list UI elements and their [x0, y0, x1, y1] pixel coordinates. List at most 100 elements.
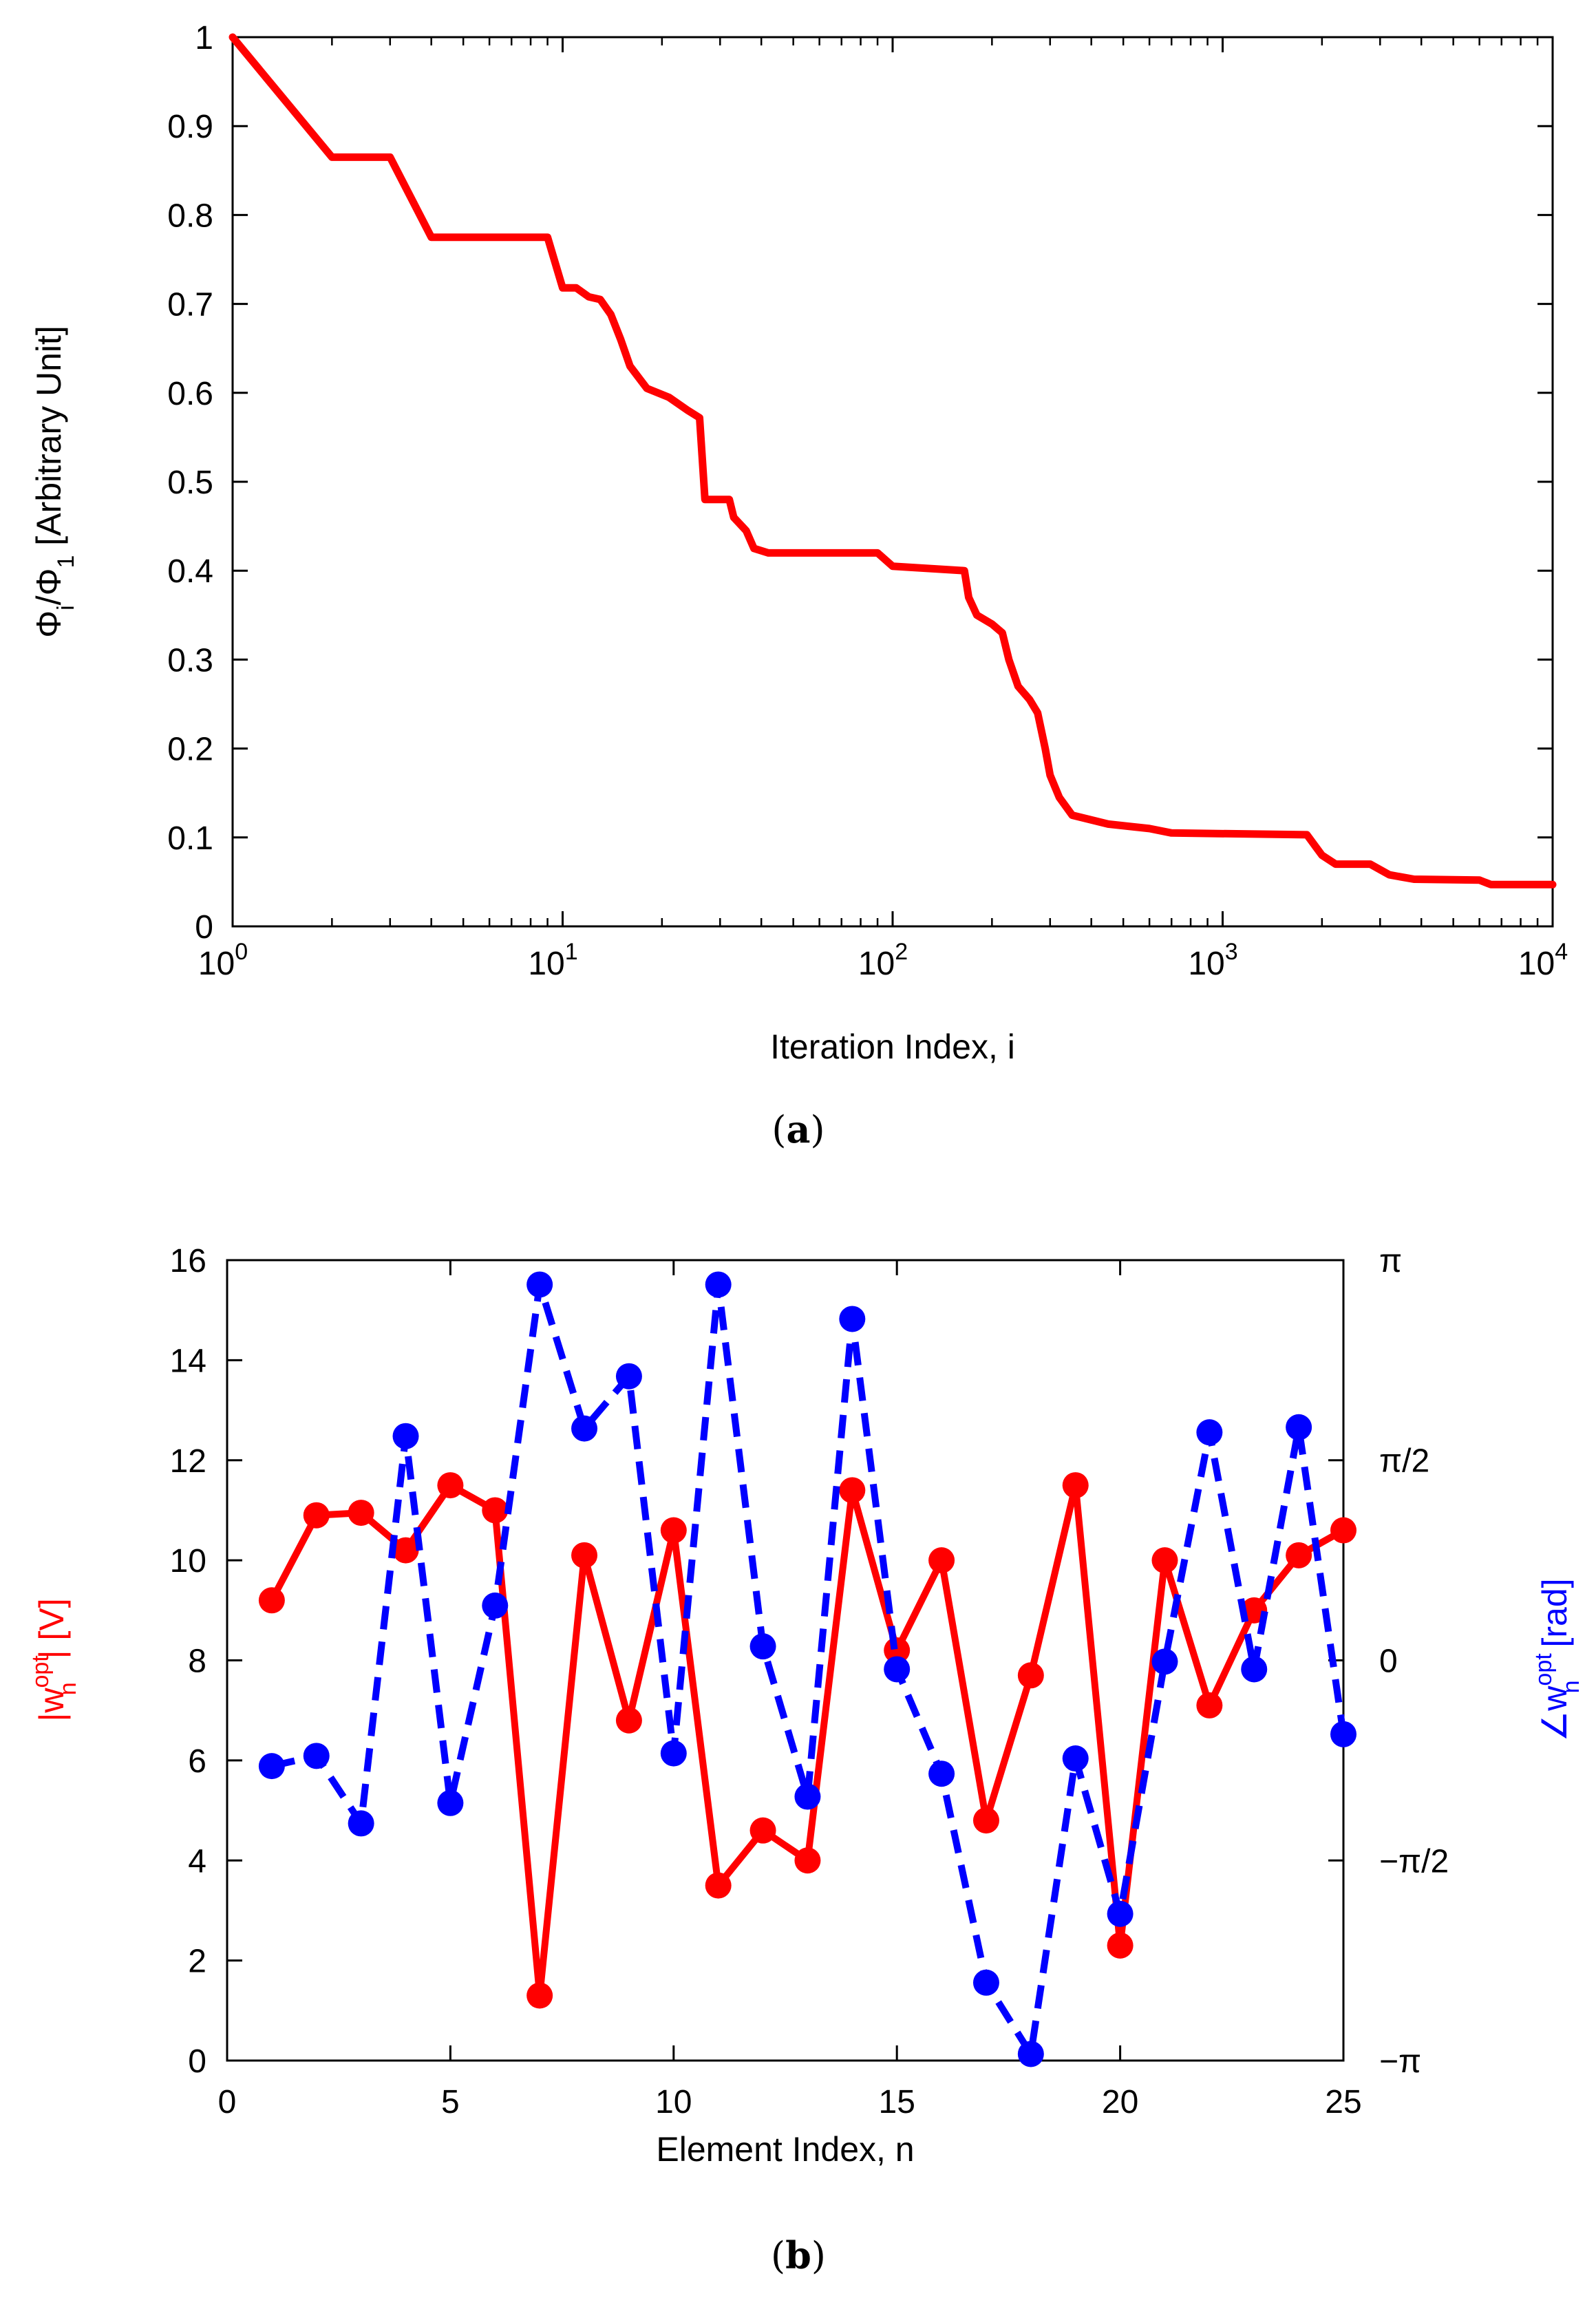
chart-b-y2-label: ∠woptn [rad] — [1531, 1578, 1584, 1741]
y-tick-label: 0.5 — [167, 465, 213, 501]
x-tick-exponent: 3 — [1225, 939, 1238, 965]
y2-tick-label: −π/2 — [1379, 1843, 1449, 1880]
chart-a-caption: (a) — [772, 1107, 824, 1151]
series-point-phase — [437, 1789, 464, 1816]
series-point-magnitude — [437, 1472, 464, 1499]
series-point-phase — [705, 1271, 732, 1298]
chart-b-y-label: |woptn| [V] — [28, 1598, 81, 1721]
series-point-magnitude — [705, 1872, 732, 1899]
series-point-magnitude — [615, 1707, 642, 1734]
x-tick-base: 10 — [198, 946, 235, 982]
x-tick-base: 10 — [858, 946, 895, 982]
y-tick-label: 0.6 — [167, 376, 213, 412]
series-point-magnitude — [1062, 1472, 1089, 1499]
y-tick-label: 0.9 — [167, 109, 213, 145]
y-tick-label: 2 — [188, 1944, 206, 1980]
series-point-magnitude — [794, 1847, 821, 1874]
chart-b-series — [258, 1271, 1356, 2067]
y2-tick-label: 0 — [1379, 1643, 1398, 1680]
series-point-phase — [1196, 1419, 1223, 1446]
x-tick-label: 15 — [879, 2084, 915, 2120]
x-tick-label: 102 — [858, 939, 908, 982]
series-line-phi-ratio — [228, 33, 1557, 889]
series-point-phase — [884, 1656, 911, 1683]
y2-tick-label: −π — [1379, 2043, 1421, 2080]
chart-b-x-label: Element Index, n — [656, 2130, 914, 2169]
y-tick-label: 0.4 — [167, 553, 213, 590]
series-point-phase — [348, 1810, 374, 1837]
series-point-phase — [749, 1633, 776, 1660]
series-point-phase — [660, 1740, 687, 1767]
x-tick-exponent: 0 — [235, 939, 248, 965]
series-point-phase — [392, 1423, 419, 1449]
series-point-phase — [928, 1760, 955, 1787]
series-point-magnitude — [571, 1542, 598, 1568]
x-tick-exponent: 4 — [1555, 939, 1568, 965]
chart-a: 00.10.20.30.40.50.60.70.80.91 100 101 102 1… — [30, 20, 1568, 1151]
series-point-magnitude — [348, 1500, 374, 1526]
x-tick-label: 101 — [528, 939, 577, 982]
series-point-phase — [615, 1363, 642, 1390]
chart-b: 0 2 4 6 8 10 12 14 16 π π/2 0 −π/2 −π 0 5 10 15 20 25 Ele… — [28, 1243, 1584, 2277]
series-point-phase — [303, 1743, 330, 1769]
series-point-magnitude — [526, 1982, 553, 2009]
chart-a-x-label: Iteration Index, i — [770, 1028, 1015, 1066]
y-tick-label: 1 — [195, 20, 213, 56]
series-point-phase — [1241, 1656, 1268, 1683]
y-tick-label: 0 — [188, 2043, 206, 2080]
x-tick-label: 25 — [1325, 2084, 1361, 2120]
x-tick-label: 104 — [1518, 939, 1568, 982]
series-point-phase — [794, 1783, 821, 1810]
series-point-magnitude — [303, 1502, 330, 1529]
series-point-phase — [526, 1271, 553, 1298]
series-point-phase — [1151, 1648, 1178, 1675]
y-tick-label: 0.1 — [167, 820, 213, 857]
y-tick-label: 0.7 — [167, 287, 213, 323]
chart-a-y-label: Φi/Φ1 [Arbitrary Unit] — [30, 326, 79, 638]
y2-tick-label: π — [1379, 1243, 1402, 1279]
chart-b-y-ticks: 0 2 4 6 8 10 12 14 16 — [170, 1243, 242, 2080]
series-point-magnitude — [972, 1807, 999, 1834]
y-tick-label: 14 — [170, 1343, 206, 1379]
y-tick-label: 0.2 — [167, 732, 213, 768]
y-tick-label: 10 — [170, 1543, 206, 1579]
y2-tick-label: π/2 — [1379, 1443, 1429, 1480]
chart-a-frame — [231, 36, 1554, 928]
series-point-phase — [258, 1753, 285, 1780]
x-tick-exponent: 2 — [895, 939, 908, 965]
series-point-phase — [1107, 1900, 1134, 1927]
chart-b-caption: (b) — [771, 2233, 826, 2277]
series-point-magnitude — [1151, 1547, 1178, 1574]
chart-a-series — [228, 33, 1557, 889]
y-tick-label: 0 — [195, 909, 213, 946]
series-point-phase — [1017, 2041, 1044, 2067]
series-point-magnitude — [1330, 1517, 1356, 1544]
series-point-magnitude — [660, 1517, 687, 1544]
x-tick-label: 20 — [1102, 2084, 1138, 2120]
y-tick-label: 4 — [188, 1843, 206, 1880]
chart-a-x-ticks: 100 101 102 103 104 — [198, 37, 1568, 982]
series-point-phase — [972, 1969, 999, 1996]
series-point-magnitude — [1017, 1662, 1044, 1689]
y-tick-label: 12 — [170, 1443, 206, 1480]
series-point-magnitude — [1107, 1932, 1134, 1959]
y-tick-label: 16 — [170, 1243, 206, 1279]
series-point-magnitude — [928, 1547, 955, 1574]
series-point-phase — [839, 1306, 866, 1332]
chart-b-y2-ticks: π π/2 0 −π/2 −π — [1328, 1243, 1449, 2080]
series-point-magnitude — [749, 1817, 776, 1844]
y-tick-label: 0.8 — [167, 198, 213, 234]
series-point-phase — [1330, 1721, 1356, 1747]
series-point-phase — [1062, 1745, 1089, 1772]
chart-a-y-ticks: 0 0.1 0.2 0.3 0.4 0.5 0.6 0.7 0.8 0.9 1 — [167, 20, 1553, 946]
series-point-phase — [482, 1592, 509, 1619]
x-tick-exponent: 1 — [565, 939, 578, 965]
x-tick-base: 10 — [1518, 946, 1555, 982]
series-point-magnitude — [839, 1477, 866, 1504]
x-tick-label: 10 — [655, 2084, 692, 2120]
y-tick-label: 0.3 — [167, 642, 213, 679]
chart-b-x-ticks: 0 5 10 15 20 25 — [218, 1260, 1362, 2120]
x-tick-base: 10 — [528, 946, 564, 982]
x-tick-label: 5 — [441, 2084, 460, 2120]
